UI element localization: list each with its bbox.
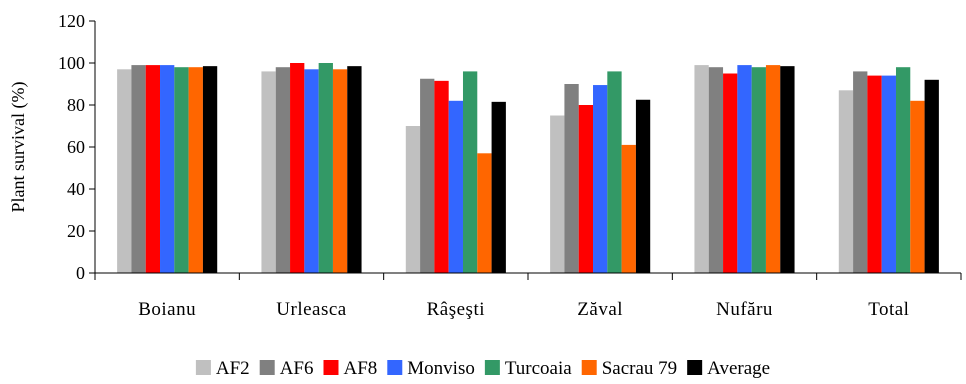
legend-label: Monviso [407, 358, 475, 379]
bar-turcoaia-5 [895, 67, 911, 273]
legend-swatch-af2 [195, 360, 211, 375]
bar-af8-4 [723, 73, 738, 273]
bar-sacrau-79-3 [621, 144, 636, 273]
bar-monviso-5 [881, 75, 896, 273]
bar-af6-5 [853, 71, 868, 274]
x-category-label: Nufăru [716, 299, 773, 320]
bar-af6-1 [275, 67, 291, 273]
legend-label: Average [707, 358, 770, 379]
bar-sacrau-79-1 [332, 69, 348, 273]
x-category-label: Râşeşti [427, 299, 485, 320]
y-tick-label: 0 [76, 263, 85, 283]
y-tick-label: 20 [67, 221, 85, 241]
bar-af6-4 [708, 67, 724, 273]
legend-label: Turcoaia [505, 358, 572, 379]
x-category-label: Boianu [138, 299, 196, 320]
bar-af6-0 [131, 65, 146, 273]
bar-monviso-2 [448, 100, 463, 273]
bar-sacrau-79-5 [910, 100, 925, 273]
bar-af6-3 [564, 84, 579, 273]
bar-monviso-0 [160, 65, 175, 273]
y-tick-label: 80 [67, 95, 85, 115]
y-tick-label: 40 [67, 179, 85, 199]
bar-average-1 [347, 66, 362, 274]
bar-af2-0 [117, 69, 132, 273]
bar-turcoaia-0 [174, 67, 189, 273]
legend: AF2 AF6 AF8 Monviso Turcoaia Sacrau 79 Average [195, 358, 770, 379]
legend-label: AF6 [280, 358, 314, 379]
bar-af8-3 [578, 105, 594, 273]
bar-average-4 [780, 66, 795, 274]
x-axis: Boianu Urleasca Râşeşti Zăval Nufăru Total [94, 272, 962, 320]
bar-af8-0 [145, 65, 161, 273]
y-tick-label: 120 [58, 11, 85, 31]
bar-average-5 [924, 79, 939, 273]
x-category-label: Urleasca [276, 299, 347, 320]
bar-af2-3 [550, 115, 565, 273]
bar-af2-5 [838, 90, 854, 273]
legend-swatch-af6 [259, 360, 275, 375]
bar-average-3 [635, 99, 651, 273]
bar-turcoaia-4 [751, 67, 766, 273]
legend-swatch-turcoaia [484, 360, 500, 375]
bar-monviso-4 [737, 65, 752, 273]
bar-af2-1 [261, 71, 276, 274]
y-axis-label: Plant survival (%) [8, 82, 29, 213]
legend-swatch-monviso [387, 360, 403, 375]
y-tick-label: 100 [58, 53, 85, 73]
legend-label: AF2 [216, 358, 250, 379]
bar-af2-4 [694, 65, 709, 273]
bar-average-0 [202, 66, 218, 274]
bars [117, 63, 939, 274]
bar-turcoaia-1 [318, 63, 333, 273]
x-category-label: Zăval [577, 299, 623, 320]
bar-af8-2 [434, 80, 449, 273]
x-category-label: Total [868, 299, 909, 320]
legend-swatch-average [687, 360, 703, 375]
bar-sacrau-79-2 [477, 153, 492, 273]
bar-af6-2 [420, 78, 435, 273]
legend-swatch-sacrau-79 [581, 360, 597, 375]
legend-swatch-af8 [323, 360, 339, 375]
bar-monviso-3 [593, 85, 608, 273]
y-tick-label: 60 [67, 137, 85, 157]
y-axis: 0 20 40 60 80 100 120 [58, 11, 96, 283]
bar-sacrau-79-0 [188, 67, 203, 273]
bar-monviso-1 [304, 69, 319, 273]
bar-turcoaia-2 [462, 71, 478, 274]
legend-label: AF8 [343, 358, 377, 379]
legend-label: Sacrau 79 [602, 358, 677, 379]
bar-af8-5 [867, 75, 882, 273]
bar-af8-1 [290, 63, 305, 273]
bar-af2-2 [405, 126, 421, 273]
bar-average-2 [491, 101, 506, 273]
bar-sacrau-79-4 [765, 65, 781, 273]
bar-turcoaia-3 [607, 71, 622, 274]
